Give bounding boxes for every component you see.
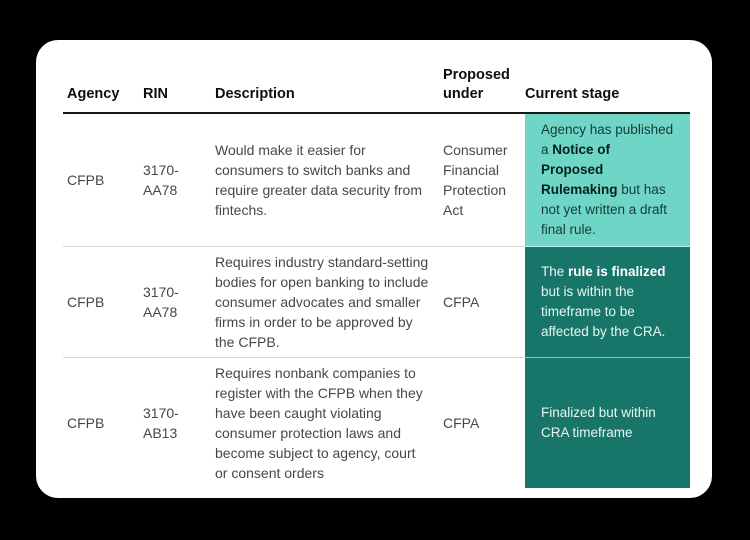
rin-cell: 3170-AB13 (143, 357, 215, 488)
column-header-proposed-under: Proposed under (443, 66, 525, 114)
description-cell: Would make it easier for consumers to sw… (215, 142, 422, 218)
rules-table: Agency RIN Description Proposed under Cu… (63, 66, 690, 488)
description-cell: Requires nonbank companies to register w… (215, 357, 443, 488)
column-header-description: Description (215, 66, 443, 114)
column-header-rin: RIN (143, 66, 215, 114)
agency-cell: CFPB (63, 246, 143, 358)
rin-cell: 3170-AA78 (143, 246, 215, 358)
proposed-under-cell: CFPA (443, 246, 525, 358)
agency-cell: CFPB (67, 172, 105, 188)
rin-cell: 3170-AA78 (143, 113, 215, 247)
current-stage-cell: The rule is finalized but is within the … (525, 246, 690, 358)
current-stage-cell: Finalized but within CRA timeframe (525, 357, 690, 488)
description-cell: Requires industry standard-setting bodie… (215, 246, 443, 358)
current-stage-cell: Agency has published a Notice of Propose… (525, 113, 690, 247)
table-card: Agency RIN Description Proposed under Cu… (36, 40, 712, 498)
rin-value: 3170-AA78 (143, 284, 179, 320)
proposed-under-cell: Consumer Financial Protection Act (443, 142, 508, 218)
table-row: CFPB 3170-AB13 Requires nonbank companie… (63, 357, 690, 488)
column-header-current-stage: Current stage (525, 66, 690, 114)
column-header-agency: Agency (63, 66, 143, 114)
rin-value: 3170-AB13 (143, 405, 179, 441)
table-header-row: Agency RIN Description Proposed under Cu… (63, 66, 690, 114)
table-row: CFPB 3170-AA78 Would make it easier for … (63, 113, 690, 247)
proposed-under-cell: CFPA (443, 357, 525, 488)
table-row: CFPB 3170-AA78 Requires industry standar… (63, 246, 690, 358)
agency-cell: CFPB (63, 357, 143, 488)
rin-value: 3170-AA78 (143, 162, 179, 198)
